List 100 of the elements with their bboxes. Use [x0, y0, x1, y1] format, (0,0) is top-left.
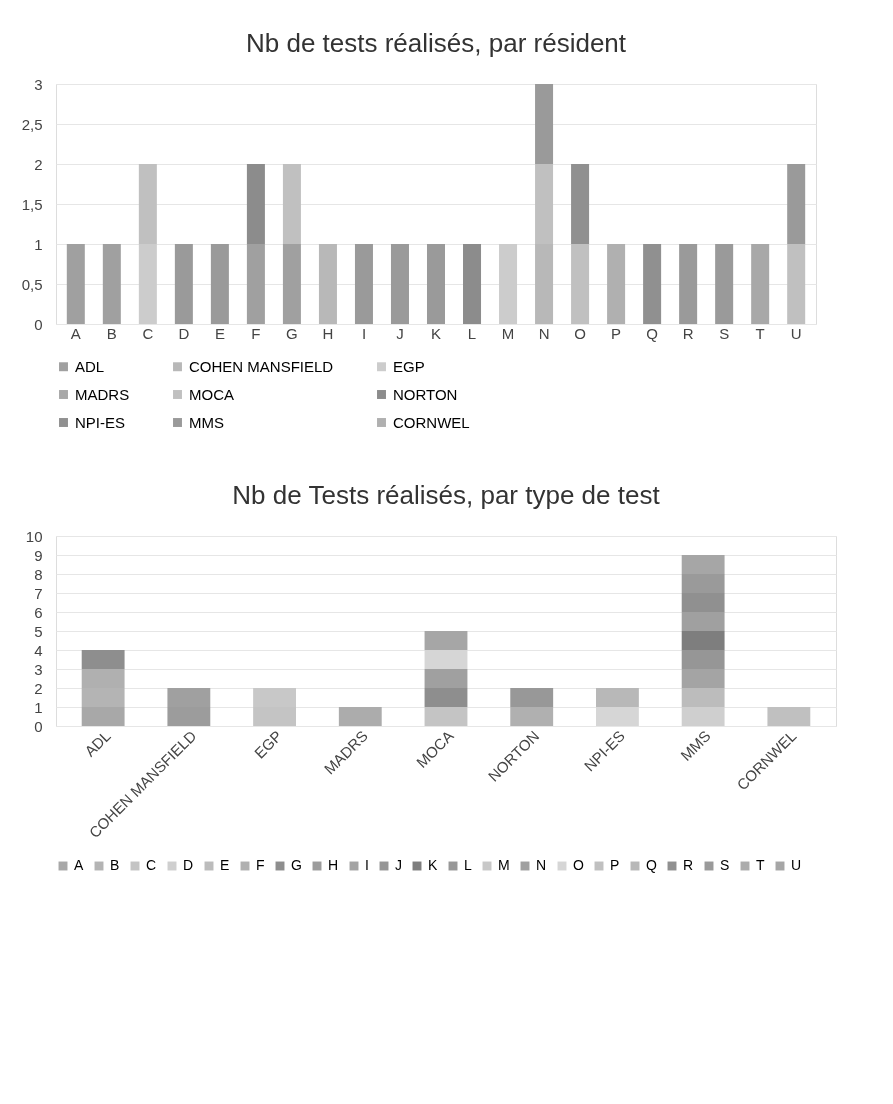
bar: [499, 244, 518, 324]
bar: [66, 244, 85, 324]
bar: [246, 244, 265, 324]
x-tick-label: L: [467, 324, 477, 342]
y-tick-label: 1: [34, 698, 43, 716]
x-tick-label: U: [790, 324, 802, 342]
x-tick-label: Q: [646, 324, 658, 342]
legend-label: NPI-ES: [75, 413, 126, 431]
legend-label: I: [365, 857, 369, 873]
bar: [424, 650, 468, 669]
legend-label: O: [573, 857, 584, 873]
bar: [596, 688, 639, 707]
x-tick-label: O: [574, 324, 586, 342]
legend-label: C: [146, 857, 157, 873]
bar: [427, 244, 445, 324]
bar: [282, 244, 301, 324]
bar: [81, 650, 125, 669]
legend-label: G: [291, 857, 302, 873]
y-tick-label: 1,5: [21, 195, 43, 213]
bar: [571, 164, 590, 244]
x-tick-label: I: [361, 324, 367, 342]
x-tick-label: K: [430, 324, 442, 342]
y-tick-label: 8: [34, 565, 43, 583]
legend-label: E: [220, 857, 230, 873]
y-tick-label: 0,5: [21, 275, 43, 293]
bar: [174, 244, 193, 324]
legend-label: CORNWEL: [393, 413, 470, 431]
legend-label: MADRS: [75, 385, 130, 403]
legend-label: L: [464, 857, 472, 873]
bar: [643, 244, 662, 324]
bar: [681, 612, 725, 631]
y-tick-label: 10: [25, 527, 43, 545]
y-tick-label: 0: [34, 315, 43, 333]
legend-label: EGP: [393, 357, 425, 375]
chart-title: Nb de Tests réalisés, par type de test: [232, 480, 661, 510]
x-tick-label: ADL: [81, 727, 114, 760]
legend-label: S: [720, 857, 730, 873]
x-tick-label: T: [755, 324, 765, 342]
bar: [679, 244, 698, 324]
legend-label: Q: [646, 857, 657, 873]
legend-label: NORTON: [393, 385, 458, 403]
legend-label: J: [395, 857, 402, 873]
legend-label: MOCA: [189, 385, 234, 403]
y-tick-label: 3: [34, 75, 43, 93]
bar: [715, 244, 734, 324]
legend-label: M: [498, 857, 510, 873]
y-tick-label: 5: [34, 622, 43, 640]
bar: [607, 244, 626, 324]
bar: [424, 688, 468, 707]
legend-label: K: [428, 857, 438, 873]
bar: [751, 244, 770, 324]
bar: [354, 244, 373, 324]
legend-label: H: [328, 857, 339, 873]
bar: [510, 688, 554, 707]
legend-label: N: [536, 857, 547, 873]
bar: [463, 244, 482, 324]
bar: [102, 244, 121, 324]
legend-label: A: [74, 857, 84, 873]
y-tick-label: 7: [34, 584, 43, 602]
y-tick-label: 1: [34, 235, 43, 253]
legend-label: ADL: [75, 357, 105, 375]
legend-label: B: [110, 857, 120, 873]
y-tick-label: 2: [34, 679, 43, 697]
bar: [681, 650, 725, 669]
x-tick-label: F: [251, 324, 261, 342]
x-tick-label: J: [396, 324, 404, 342]
y-tick-label: 4: [34, 641, 43, 659]
x-tick-label: N: [538, 324, 550, 342]
bar: [535, 84, 554, 164]
bar: [246, 164, 265, 244]
bar: [318, 244, 337, 324]
legend-label: U: [791, 857, 802, 873]
bar: [424, 707, 468, 726]
x-tick-label: G: [286, 324, 298, 342]
legend-label: MMS: [189, 413, 224, 431]
y-tick-label: 3: [34, 660, 43, 678]
chart-title: Nb de tests réalisés, par résident: [245, 28, 627, 58]
legend-label: D: [183, 857, 194, 873]
bar: [571, 244, 590, 324]
y-tick-label: 2,5: [21, 115, 43, 133]
y-tick-label: 9: [34, 546, 43, 564]
bar: [596, 707, 639, 726]
x-tick-label: R: [682, 324, 694, 342]
bar: [787, 244, 806, 324]
bar: [787, 164, 806, 244]
x-tick-label: A: [70, 324, 81, 342]
x-tick-label: E: [214, 324, 225, 342]
y-tick-label: 0: [34, 717, 43, 735]
bar: [210, 244, 229, 324]
legend-label: F: [256, 857, 265, 873]
x-tick-label: P: [611, 324, 622, 342]
legend-label: R: [683, 857, 694, 873]
bar: [681, 631, 725, 650]
bar: [767, 707, 811, 726]
bar: [282, 164, 301, 244]
x-tick-label: C: [142, 324, 154, 342]
bar: [681, 669, 725, 688]
x-tick-label: H: [322, 324, 334, 342]
y-tick-label: 6: [34, 603, 43, 621]
bar: [681, 688, 725, 707]
